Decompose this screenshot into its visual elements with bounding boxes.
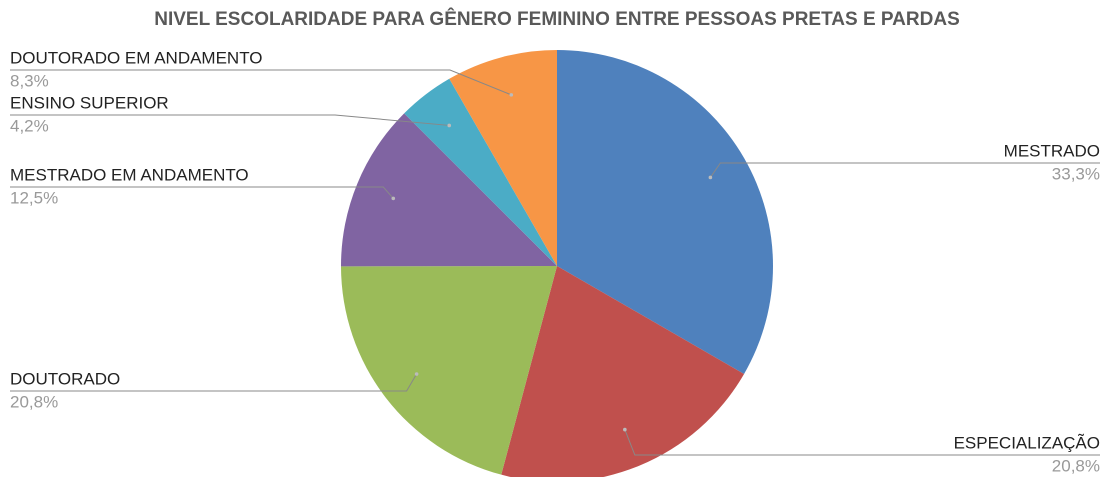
slice-value-label: 20,8% — [1052, 456, 1100, 475]
slice-label: DOUTORADO EM ANDAMENTO — [10, 48, 263, 67]
leader-dot — [414, 372, 419, 376]
pie-slice — [404, 78, 557, 267]
slice-label: MESTRADO — [1004, 141, 1100, 160]
leader-dot — [391, 196, 396, 201]
pie-slice — [501, 266, 745, 477]
pie-slice — [557, 50, 774, 374]
leader-dot — [708, 175, 713, 180]
leader-line — [10, 114, 450, 126]
pie-slice — [449, 50, 557, 266]
slice-label: ESPECIALIZAÇÃO — [954, 433, 1100, 452]
leader-dot — [509, 93, 514, 97]
leader-line — [624, 429, 1100, 456]
leader-dot — [447, 123, 452, 128]
leader-dot — [623, 427, 627, 432]
leader-line — [10, 186, 394, 199]
slice-value-label: 8,3% — [10, 71, 49, 90]
leader-line — [709, 162, 1100, 178]
slice-value-label: 20,8% — [10, 392, 58, 411]
pie-slice — [341, 113, 557, 267]
slice-value-label: 12,5% — [10, 188, 58, 207]
slice-label: ENSINO SUPERIOR — [10, 93, 169, 112]
pie-slice — [341, 266, 557, 475]
slice-value-label: 4,2% — [10, 116, 49, 135]
slice-value-label: 33,3% — [1052, 164, 1100, 183]
chart-title: NIVEL ESCOLARIDADE PARA GÊNERO FEMININO … — [154, 8, 960, 30]
slice-label: MESTRADO EM ANDAMENTO — [10, 165, 249, 184]
leader-line — [10, 373, 418, 392]
slice-label: DOUTORADO — [10, 369, 120, 388]
leader-line — [10, 69, 512, 96]
